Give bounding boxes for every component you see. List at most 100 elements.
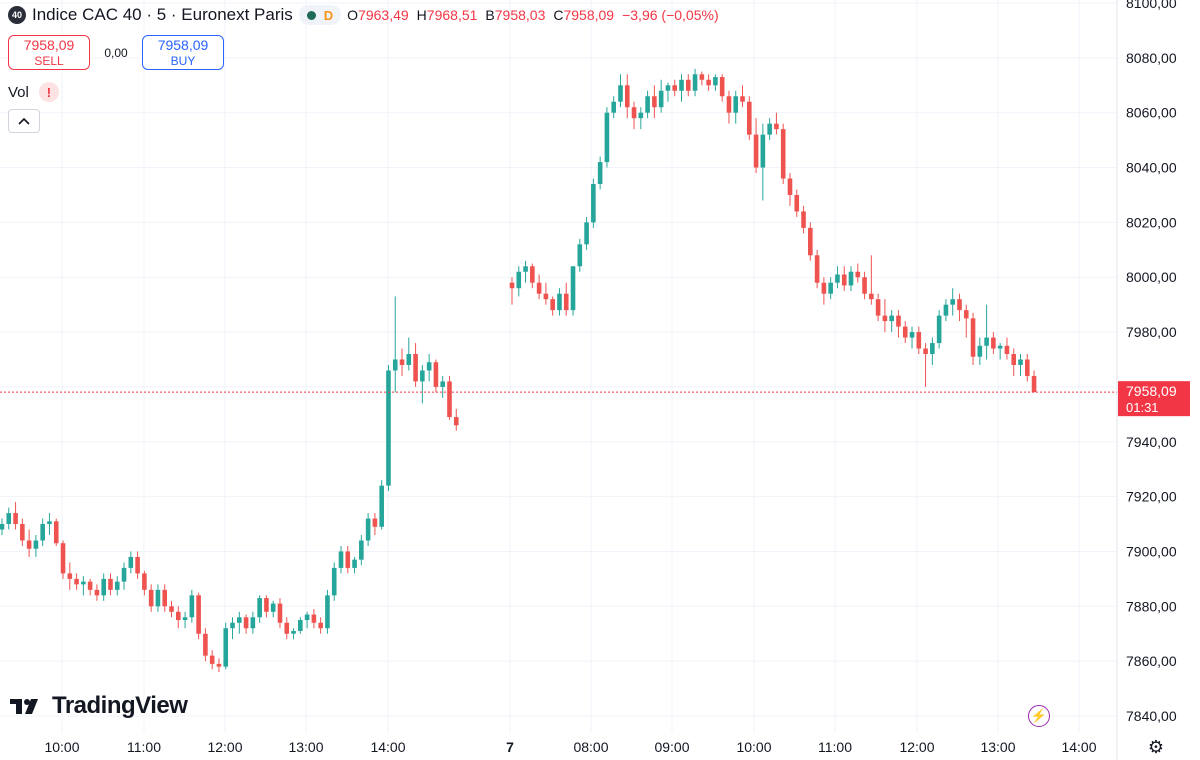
candle-body [753,134,759,168]
candle [1024,354,1030,382]
candle [40,518,45,546]
candle [848,266,854,291]
candle [216,658,222,673]
candle [767,118,772,141]
tradingview-mark-icon [10,699,38,714]
candle [862,271,867,300]
sell-button[interactable]: 7958,09 SELL [8,35,90,70]
candle [618,74,623,108]
candle [841,266,847,291]
candle [13,502,18,530]
candle [611,96,616,119]
candle-body [67,573,73,579]
symbol-logo[interactable]: 40 [8,6,26,24]
candle [991,332,996,355]
candle [386,364,391,492]
candle-body [692,74,698,91]
time-tick-label: 11:00 [818,739,852,755]
candle [597,156,603,190]
candle [447,375,452,420]
candle [719,74,725,102]
candle [81,576,86,596]
time-tick-label: 7 [506,739,514,755]
candle-body [94,589,100,596]
candle-body [1011,354,1017,365]
candle-body [963,310,969,319]
candle [875,293,881,322]
price-tick-label: 7840,00 [1126,708,1177,724]
candle-body [352,559,357,568]
candle-body [523,266,528,272]
candle-body [631,107,637,119]
candle [577,238,583,272]
candle [855,263,861,283]
candle-body [264,598,269,612]
candle [631,101,637,130]
high-value: 7968,51 [426,7,478,23]
candle-body [399,359,405,365]
sell-label: SELL [34,53,64,68]
volume-label[interactable]: Vol [8,83,29,101]
candle-body [365,518,371,541]
candle [733,90,739,124]
market-status-pill[interactable]: D [298,5,342,25]
candle [379,480,384,530]
trade-panel: 7958,09 SELL 0,00 7958,09 BUY [8,35,224,70]
candle [1031,370,1037,393]
candle [155,584,161,612]
candle [26,529,32,557]
candle [950,288,955,316]
low-key: B [485,7,495,23]
candle-body [81,581,86,585]
buy-button[interactable]: 7958,09 BUY [142,35,224,70]
candle [325,589,330,634]
candle [345,545,351,574]
candle [67,562,73,590]
candle-body [889,315,894,322]
candle [189,589,195,623]
symbol-title[interactable]: Indice CAC 40 · 5 · Euronext Paris [32,5,293,24]
candle [557,288,562,316]
candle-body [699,74,705,80]
candle [909,326,915,349]
candle [523,260,528,283]
candle-body [801,211,806,228]
candle-body [162,589,168,607]
candle [713,74,718,91]
tradingview-logo[interactable]: TradingView [10,692,188,720]
candle [882,299,888,333]
candle [352,556,357,574]
buy-price: 7958,09 [157,36,209,53]
candle [753,118,759,174]
candle-body [808,227,813,256]
candle-body [618,85,623,102]
candle [1011,348,1017,376]
candle-body [345,551,351,568]
price-tick-label: 7860,00 [1126,653,1177,669]
time-tick-label: 13:00 [980,739,1015,755]
market-open-dot-icon [306,10,316,20]
price-tick-label: 8100,00 [1126,0,1177,11]
warning-icon[interactable]: ! [38,82,59,102]
candle [413,343,418,387]
candle [821,277,827,305]
candle [692,68,698,97]
candle [889,310,894,333]
candle [433,359,439,393]
price-tick-label: 8080,00 [1126,50,1177,66]
collapse-legend-button[interactable] [8,109,40,133]
candle [406,337,412,371]
candle [869,255,874,305]
lightning-icon[interactable]: ⚡ [1028,705,1050,727]
gear-icon[interactable]: ⚙ [1147,736,1165,757]
candle [591,178,596,228]
candle-body [175,611,181,621]
time-axis: 10:00 11:00 12:00 13:00 14:00 7 08:00 09:00 10:0… [44,739,1096,755]
candle-body [543,293,549,300]
candle-body [440,381,445,387]
delayed-data-flag: D [323,7,334,23]
candle [780,123,786,184]
candle [814,249,820,289]
candle [672,79,678,97]
